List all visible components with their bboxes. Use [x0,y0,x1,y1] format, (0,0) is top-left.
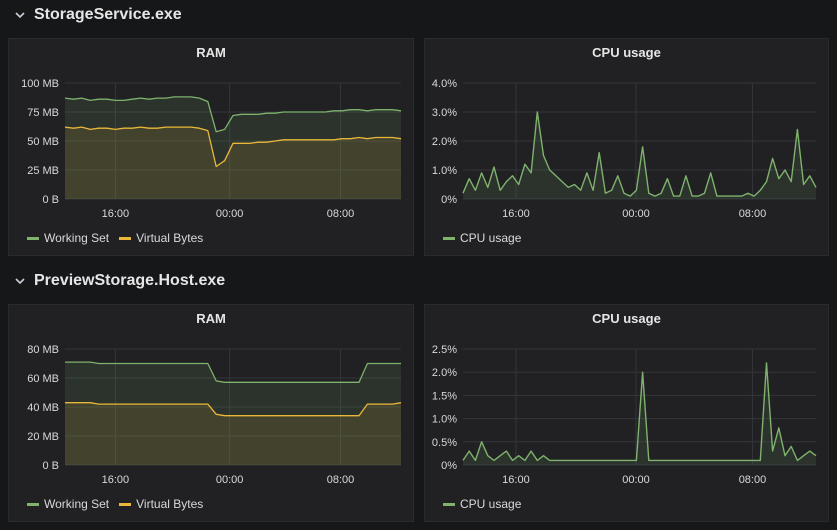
ram-chart: 0 B 20 MB 40 MB 60 MB 80 MB 16:00 00:00 08:00 [27,344,402,486]
legend-swatch [27,502,39,506]
ram-chart: 0 B 25 MB 50 MB 75 MB 100 MB 16:00 00:00 08:00 [21,78,402,220]
legend-item-working-set[interactable]: Working Set [27,231,109,245]
legend: CPU usage [443,497,531,511]
y-tick-label: 0% [441,194,457,206]
legend-item-cpu-usage[interactable]: CPU usage [443,231,521,245]
x-tick-label: 00:00 [622,208,650,220]
series-line [65,361,401,383]
legend-item-virtual-bytes[interactable]: Virtual Bytes [119,231,203,245]
legend-swatch [443,236,455,240]
y-tick-label: 2.0% [432,367,457,379]
series-area [463,112,816,199]
cpu-panel-previewstorage: CPU usage 0% 0.5% 1.0% 1.5% 2.0% 2.5% 16:00 00:… [424,304,829,522]
ram-panel-previewstorage: RAM 0 B 20 MB 40 MB 60 MB 80 MB 16:00 00:00 08:… [8,304,414,522]
x-tick-label: 00:00 [216,208,244,220]
series-area [65,362,401,465]
y-tick-label: 1.5% [432,390,457,402]
x-tick-label: 16:00 [502,208,530,220]
y-tick-label: 75 MB [27,107,59,119]
series-area [65,96,401,199]
cpu-chart: 0% 0.5% 1.0% 1.5% 2.0% 2.5% 16:00 00:00 08:00 [432,344,817,486]
series-line [64,126,402,168]
legend: Working Set Virtual Bytes [27,497,213,511]
y-tick-label: 2.5% [432,344,457,356]
cpu-chart: 0% 1.0% 2.0% 3.0% 4.0% 16:00 00:00 08:00 [432,78,817,220]
x-tick-label: 16:00 [102,208,130,220]
legend-swatch [443,502,455,506]
series-area [65,402,401,465]
x-tick-label: 08:00 [327,474,355,486]
y-tick-label: 0% [441,460,457,472]
series-line [64,96,402,133]
legend-item-virtual-bytes[interactable]: Virtual Bytes [119,497,203,511]
legend-swatch [119,236,132,240]
chevron-down-icon[interactable] [14,275,26,287]
row-title: PreviewStorage.Host.exe [34,272,226,289]
y-tick-label: 40 MB [27,402,59,414]
y-tick-label: 1.0% [432,414,457,426]
y-tick-label: 0.5% [432,437,457,449]
panel-title[interactable]: CPU usage [592,45,661,60]
legend-item-working-set[interactable]: Working Set [27,497,109,511]
series-area [463,362,816,465]
row-title: StorageService.exe [34,6,182,23]
y-tick-label: 25 MB [27,165,59,177]
x-tick-label: 16:00 [102,474,130,486]
y-tick-label: 80 MB [27,344,59,356]
series-area [65,127,401,199]
panel-title[interactable]: RAM [196,45,226,60]
x-tick-label: 08:00 [327,208,355,220]
panel-title[interactable]: RAM [196,311,226,326]
y-tick-label: 60 MB [27,373,59,385]
y-tick-label: 50 MB [27,136,59,148]
series-line [462,362,817,462]
ram-panel-storageservice: RAM 0 B 25 MB 50 MB 75 MB 100 MB 16:00 00:00 08… [8,38,414,256]
legend: Working Set Virtual Bytes [27,231,213,245]
series-line [65,402,402,417]
y-tick-label: 20 MB [27,431,59,443]
row-header-previewstorage[interactable]: PreviewStorage.Host.exe [0,266,837,296]
y-tick-label: 4.0% [432,78,457,90]
legend-item-cpu-usage[interactable]: CPU usage [443,497,521,511]
row-header-storageservice[interactable]: StorageService.exe [0,0,837,30]
cpu-panel-storageservice: CPU usage 0% 1.0% 2.0% 3.0% 4.0% 16:00 00:00 08… [424,38,829,256]
x-tick-label: 16:00 [502,474,530,486]
series-line [462,111,817,197]
chevron-down-icon[interactable] [14,9,26,21]
legend-swatch [27,236,39,240]
y-tick-label: 3.0% [432,107,457,119]
y-tick-label: 100 MB [21,78,59,90]
y-tick-label: 0 B [42,460,59,472]
y-tick-label: 1.0% [432,165,457,177]
x-tick-label: 00:00 [622,474,650,486]
legend-swatch [119,502,132,506]
y-tick-label: 0 B [42,194,59,206]
x-tick-label: 08:00 [739,474,767,486]
y-tick-label: 2.0% [432,136,457,148]
panel-title[interactable]: CPU usage [592,311,661,326]
x-tick-label: 00:00 [216,474,244,486]
x-tick-label: 08:00 [739,208,767,220]
legend: CPU usage [443,231,531,245]
